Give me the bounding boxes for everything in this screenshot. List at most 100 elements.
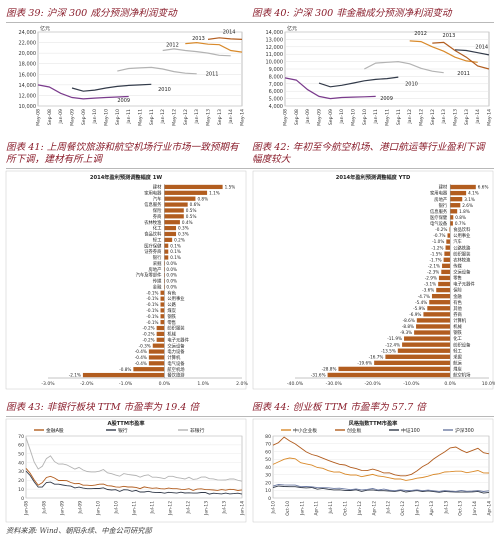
chart-title: 风格指数TTM市盈率 — [349, 419, 398, 427]
y-tick-label: 18,000 — [19, 62, 37, 68]
x-tick-label: Jan-12 — [160, 109, 166, 125]
series-line-2010 — [71, 83, 152, 92]
bar — [164, 231, 177, 237]
category-label: 建材 — [439, 184, 448, 191]
x-tick-label: May-08 — [36, 109, 42, 126]
value-label: -8.6% — [403, 318, 415, 323]
value-label: -3.6% — [422, 288, 434, 293]
series-line-非银行 — [25, 437, 243, 482]
y-tick-label: 5,000 — [269, 97, 283, 103]
value-label: 0.2% — [174, 237, 185, 242]
category-label: 餐饮旅游 — [167, 372, 185, 379]
value-label: 4.1% — [468, 191, 479, 196]
x-tick-label: May-14 — [487, 109, 493, 126]
bar — [148, 349, 165, 354]
y-tick-label: 20,000 — [19, 51, 37, 57]
series-line-2014 — [454, 49, 490, 56]
series-label-2010: 2010 — [158, 87, 171, 93]
value-label: -4.7% — [418, 294, 430, 299]
value-label: 2.6% — [462, 203, 473, 208]
x-tick-label: Jan-10 — [96, 501, 102, 516]
x-tick-label: Sep-09 — [328, 109, 334, 125]
category-label: 采掘 — [453, 353, 462, 360]
category-label: 零售 — [167, 319, 176, 326]
x-tick-label: May-14 — [240, 109, 246, 126]
y-axis-unit: 亿元 — [40, 25, 50, 32]
y-tick-label: 10,000 — [266, 60, 284, 66]
category-label: 轻工 — [153, 236, 162, 243]
x-tick-label: Jan-14 — [240, 501, 246, 516]
value-label: -2.1% — [69, 373, 81, 378]
series-label-2009: 2009 — [380, 96, 393, 102]
value-label: 1.8% — [459, 209, 470, 214]
bar — [446, 239, 451, 244]
category-label: 保险 — [453, 287, 462, 294]
x-tick-label: Oct-12 — [400, 501, 406, 516]
plot-frame — [37, 31, 243, 107]
x-tick-label: Jan-13 — [204, 501, 210, 516]
value-label: -12.4% — [385, 342, 400, 347]
category-label: 钢铁 — [453, 329, 462, 336]
x-tick-label: Jan-10 — [92, 109, 98, 125]
series-label-2010: 2010 — [405, 81, 418, 87]
bar — [450, 190, 467, 196]
category-label: 医疗保健 — [430, 214, 448, 221]
value-label: -1.0% — [432, 239, 444, 244]
y-tick-label: 16,000 — [19, 72, 37, 78]
x-tick-label: Jan-13 — [415, 501, 421, 516]
bar — [164, 214, 184, 219]
x-tick-label: -3.0% — [41, 381, 55, 387]
bar — [164, 196, 196, 201]
category-label: 电气设备 — [167, 360, 185, 367]
x-tick-label: Jan-11 — [132, 501, 138, 516]
value-label: 0.5% — [186, 214, 197, 219]
x-tick-label: Jan-14 — [472, 501, 478, 516]
category-label: 轻工 — [453, 347, 462, 354]
bar — [429, 300, 451, 305]
y-tick-label: 11,000 — [266, 52, 284, 58]
source-note: 资料来源: Wind、朝阳永续、中金公司研究部 — [6, 526, 152, 535]
y-tick-label: 0 — [21, 496, 24, 502]
chart-title: 2014年盈利预测调整幅度 YTD — [336, 173, 411, 181]
bar — [423, 312, 451, 317]
x-tick-label: Sep-09 — [81, 109, 87, 125]
chart-frame — [252, 170, 494, 390]
series-line-2011 — [117, 66, 197, 75]
bar — [148, 355, 165, 360]
bar — [164, 267, 165, 272]
x-tick-label: Oct-13 — [458, 501, 464, 516]
caption-fig40: 图表 40: 沪深 300 非金融成分预测净利润变动 — [252, 8, 452, 19]
series-label-2011: 2011 — [457, 71, 470, 77]
legend-entry: 中小企业板 — [293, 427, 317, 434]
chart-fig39: 10,000 12,000 14,000 16,000 18,000 20,000 22,0… — [19, 25, 246, 126]
series-label-2014: 2014 — [223, 30, 236, 36]
category-label: 汽车 — [153, 195, 162, 202]
legend-entry: 银行 — [118, 427, 128, 434]
series-line-2012 — [409, 40, 478, 63]
bar — [416, 318, 451, 323]
bar — [327, 372, 451, 378]
x-tick-label: Jan-13 — [441, 109, 447, 125]
x-tick-label: Sep-12 — [183, 109, 189, 125]
legend-entry: 创业板 — [347, 427, 362, 434]
bar — [450, 203, 461, 208]
series-line-中证100 — [272, 485, 490, 494]
x-tick-label: Jan-12 — [357, 501, 363, 516]
x-tick-label: Jan-12 — [407, 109, 413, 125]
bar — [385, 354, 451, 359]
y-tick-label: 60 — [18, 443, 24, 449]
category-label: 信息服务 — [144, 201, 162, 208]
bar — [338, 366, 451, 372]
x-tick-label: Apr-12 — [371, 501, 377, 516]
y-axis-unit: 亿元 — [287, 25, 297, 32]
bar — [164, 278, 165, 284]
x-tick-label: 0.0% — [444, 381, 456, 387]
category-label: 建材 — [153, 184, 162, 191]
bar — [156, 331, 165, 337]
y-tick-label: 70 — [18, 434, 24, 440]
y-tick-label: 10 — [265, 488, 271, 494]
value-label: -1.7% — [429, 257, 441, 262]
x-tick-label: Jul-11 — [328, 501, 334, 515]
category-label: 金融 — [153, 283, 162, 290]
category-label: 煤炭 — [167, 307, 176, 314]
